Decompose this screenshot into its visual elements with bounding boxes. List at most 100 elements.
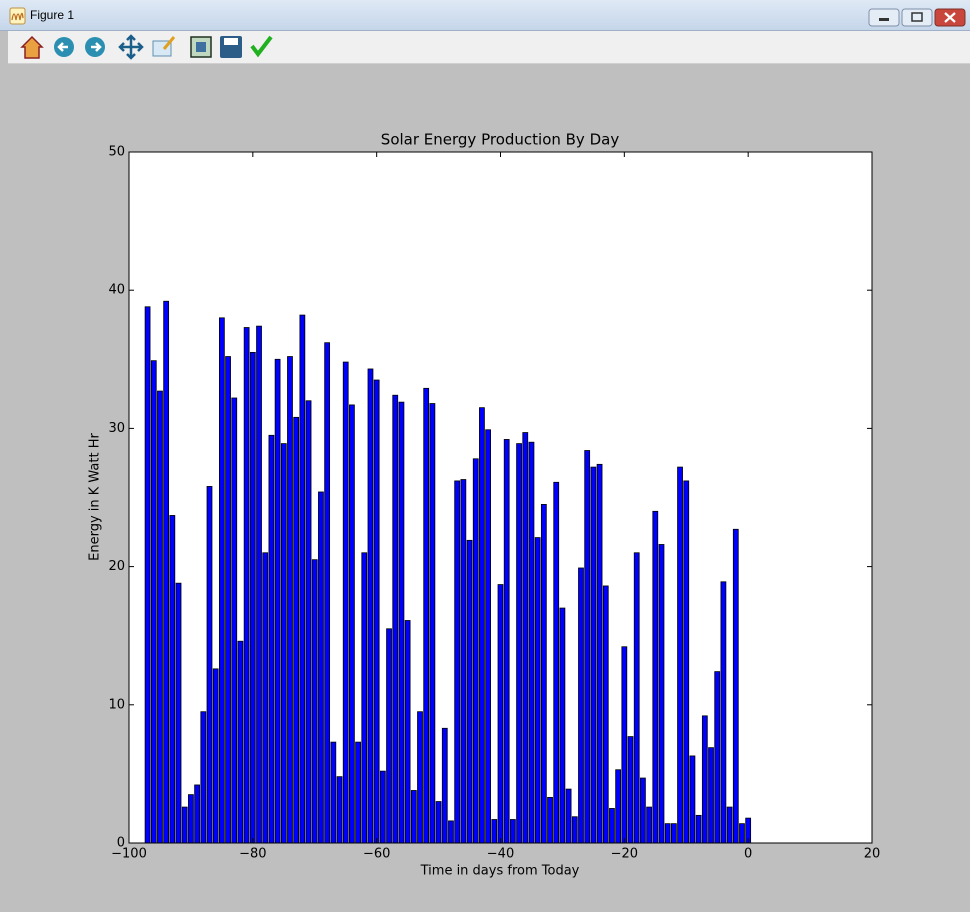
y-tick-label: 30 <box>108 421 125 436</box>
x-tick-label: −40 <box>487 847 514 862</box>
bar <box>262 552 269 844</box>
bar <box>454 480 461 844</box>
bar <box>677 466 683 844</box>
bar <box>206 486 213 844</box>
minimize-button[interactable] <box>868 8 900 27</box>
bar <box>553 481 560 844</box>
toolbar-icons <box>20 34 273 60</box>
bar <box>460 479 467 844</box>
title-bar-art <box>9 7 966 27</box>
home-button[interactable] <box>20 35 44 59</box>
bar <box>621 646 628 844</box>
bar <box>689 755 696 844</box>
bar <box>609 808 615 844</box>
bar <box>732 528 739 844</box>
bar <box>299 314 306 844</box>
bar <box>658 544 665 844</box>
bar <box>726 806 733 844</box>
bar <box>225 356 231 844</box>
bar <box>367 368 374 844</box>
app-icon-wave <box>11 12 24 21</box>
edit-button[interactable] <box>250 35 273 58</box>
bar <box>584 450 591 844</box>
bar <box>318 491 324 844</box>
bar <box>714 671 721 844</box>
bar <box>720 581 727 844</box>
bar <box>398 401 405 844</box>
bar <box>615 769 622 844</box>
close-glyph <box>944 12 956 23</box>
bar <box>305 400 312 844</box>
bar <box>565 788 572 844</box>
y-axis-label: Energy in K Watt Hr <box>88 432 103 560</box>
bar <box>342 361 349 844</box>
bar <box>435 801 442 844</box>
bar <box>472 458 479 844</box>
save-glyph <box>224 38 238 45</box>
bar <box>522 432 529 844</box>
bar <box>664 823 671 844</box>
window-title: Figure 1 <box>30 8 75 22</box>
y-tick-label: 10 <box>108 697 125 712</box>
y-tick-label: 50 <box>108 145 125 160</box>
y-tick-label: 20 <box>108 559 125 574</box>
restore-glyph <box>911 12 923 22</box>
bar <box>534 537 541 844</box>
bar <box>633 552 640 844</box>
bar <box>491 819 498 844</box>
bar <box>429 403 436 844</box>
bar <box>336 776 343 844</box>
forward-glyph <box>91 42 102 52</box>
bar <box>670 823 677 844</box>
bar <box>256 325 262 844</box>
bar <box>695 814 702 844</box>
bar <box>683 480 690 844</box>
pan-button[interactable] <box>118 34 144 60</box>
x-axis-label: Time in days from Today <box>420 864 580 879</box>
zoom-glyph <box>162 36 176 50</box>
x-tick-label: 20 <box>864 847 881 862</box>
bar <box>485 429 491 844</box>
title-bar: Figure 1 <box>0 0 970 31</box>
chart-title: Solar Energy Production By Day <box>381 131 620 149</box>
subplots-glyph <box>196 42 206 52</box>
bar <box>188 794 194 844</box>
bar <box>590 466 597 844</box>
bar <box>404 620 411 844</box>
bar <box>379 770 386 844</box>
bar <box>157 390 163 844</box>
toolbar <box>8 31 970 64</box>
bar <box>701 715 708 844</box>
bar <box>547 796 553 844</box>
bar <box>274 358 281 844</box>
bar <box>640 777 646 844</box>
bar <box>268 434 275 844</box>
bar <box>497 584 504 844</box>
bar <box>330 741 337 844</box>
bar <box>739 823 745 844</box>
bar <box>231 397 238 844</box>
restore-button[interactable] <box>901 8 933 27</box>
x-tick-label: 0 <box>744 847 752 862</box>
bar <box>602 585 609 844</box>
bar <box>212 668 219 844</box>
app-icon <box>9 7 26 25</box>
bar <box>386 628 392 844</box>
x-tick-label: −100 <box>111 847 147 862</box>
bar <box>293 416 300 844</box>
x-tick-label: −20 <box>611 847 638 862</box>
plot-frame <box>128 151 873 844</box>
bar <box>559 607 566 844</box>
bar <box>181 806 188 844</box>
bar <box>144 306 151 844</box>
bar <box>410 790 417 844</box>
bar <box>311 559 318 844</box>
y-tick-label: 40 <box>108 283 125 298</box>
bar <box>516 443 522 844</box>
bar <box>596 463 603 844</box>
bar <box>466 539 473 844</box>
bar <box>218 317 225 844</box>
bar <box>373 379 380 844</box>
bar <box>627 736 634 844</box>
